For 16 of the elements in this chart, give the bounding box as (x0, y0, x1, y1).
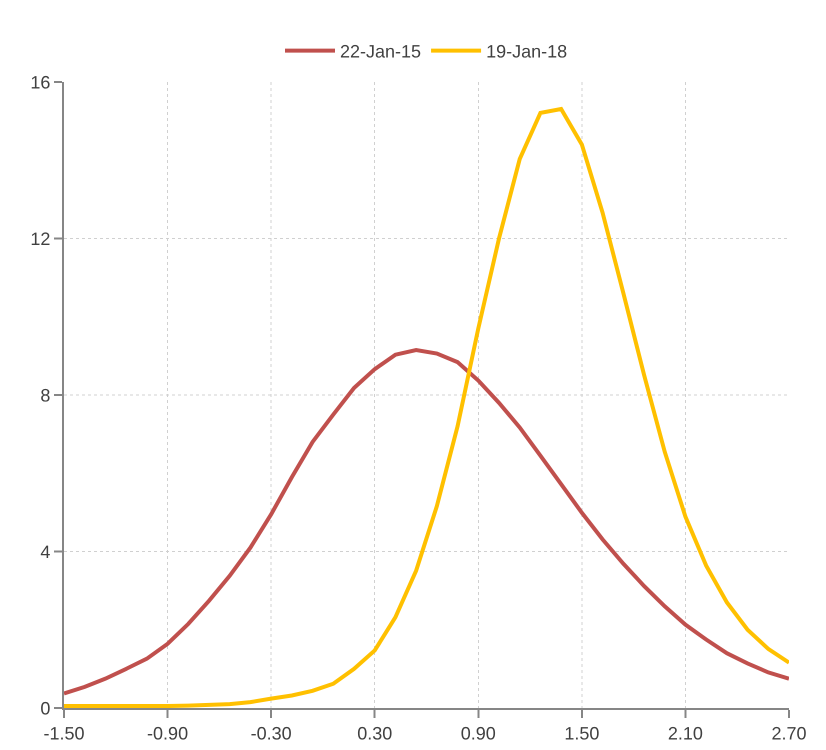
x-tick-label: 1.50 (564, 724, 600, 744)
x-tick-label: -1.50 (43, 724, 85, 744)
x-tick-label: -0.90 (147, 724, 188, 744)
legend-label: 19-Jan-18 (486, 42, 568, 62)
line-series (64, 348, 789, 696)
y-tick-label: 8 (40, 385, 50, 406)
x-tick-label: -0.30 (250, 724, 292, 744)
x-tick-label: 2.70 (771, 724, 807, 744)
y-tick-label: 16 (30, 72, 50, 92)
y-tick-label: 4 (40, 542, 50, 562)
x-tick-label: 0.30 (357, 724, 392, 744)
x-tick-label: 2.10 (668, 724, 703, 744)
legend-label: 22-Jan-15 (340, 42, 422, 62)
x-tick-label: 0.90 (460, 724, 496, 744)
y-tick-label: 12 (30, 228, 50, 249)
y-tick-label: 0 (40, 698, 50, 718)
